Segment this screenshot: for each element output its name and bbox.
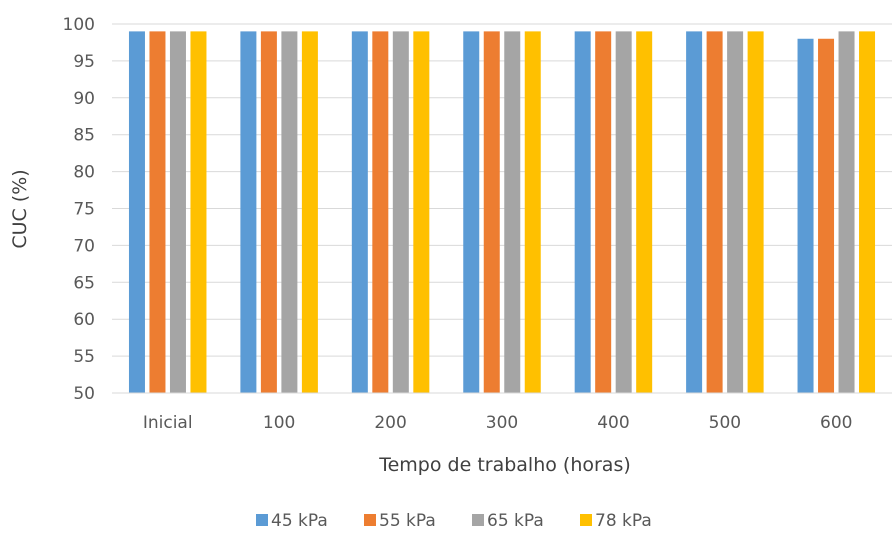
legend-swatch: [580, 514, 592, 526]
bar: [169, 31, 186, 393]
bar: [483, 31, 500, 393]
gridlines: [112, 23, 892, 357]
bar: [727, 31, 744, 393]
x-tick-label: 200: [374, 413, 406, 433]
bar: [281, 31, 298, 393]
legend-label: 78 kPa: [595, 511, 652, 531]
y-axis-title: CUC (%): [9, 169, 31, 248]
bar: [615, 31, 632, 393]
bar: [706, 31, 723, 393]
legend-swatch: [472, 514, 484, 526]
y-tick-label: 100: [63, 15, 95, 35]
x-axis-ticks: Inicial 100 200 300 400 500 600: [143, 413, 853, 433]
bar: [859, 31, 876, 393]
bar: [636, 31, 653, 393]
legend-label: 45 kPa: [271, 511, 328, 531]
y-tick-label: 55: [73, 347, 95, 367]
legend-label: 65 kPa: [487, 511, 544, 531]
y-tick-label: 65: [73, 273, 95, 293]
legend-swatch: [364, 514, 376, 526]
legend-swatch: [256, 514, 268, 526]
x-tick-label: 400: [597, 413, 629, 433]
bar: [260, 31, 277, 393]
bars: [128, 31, 876, 393]
bar: [392, 31, 409, 393]
y-tick-label: 80: [73, 163, 95, 183]
bar: [524, 31, 541, 393]
bar: [301, 31, 318, 393]
bar: [574, 31, 591, 393]
bar: [797, 38, 814, 393]
bar: [747, 31, 764, 393]
x-tick-label: 600: [820, 413, 852, 433]
x-tick-label: 300: [486, 413, 518, 433]
y-tick-label: 75: [73, 200, 95, 220]
bar: [149, 31, 166, 393]
bar: [240, 31, 257, 393]
bar: [595, 31, 612, 393]
bar: [190, 31, 207, 393]
bar: [128, 31, 145, 393]
x-axis-title: Tempo de trabalho (horas): [378, 454, 631, 476]
bar: [818, 38, 835, 393]
y-tick-label: 90: [73, 89, 95, 109]
x-tick-label: Inicial: [143, 413, 193, 433]
y-tick-label: 60: [73, 310, 95, 330]
bar: [372, 31, 389, 393]
bar: [686, 31, 703, 393]
y-tick-label: 70: [73, 236, 95, 256]
bar: [351, 31, 368, 393]
bar: [504, 31, 521, 393]
x-tick-label: 500: [709, 413, 741, 433]
bar: [413, 31, 430, 393]
legend: 45 kPa 55 kPa 65 kPa 78 kPa: [256, 511, 652, 531]
bar: [463, 31, 480, 393]
y-tick-label: 50: [73, 384, 95, 404]
legend-label: 55 kPa: [379, 511, 436, 531]
y-tick-label: 85: [73, 126, 95, 146]
x-tick-label: 100: [263, 413, 295, 433]
y-axis-ticks: 50 55 60 65 70 75 80 85 90 95 100: [63, 15, 95, 404]
y-tick-label: 95: [73, 52, 95, 72]
bar: [838, 31, 855, 393]
